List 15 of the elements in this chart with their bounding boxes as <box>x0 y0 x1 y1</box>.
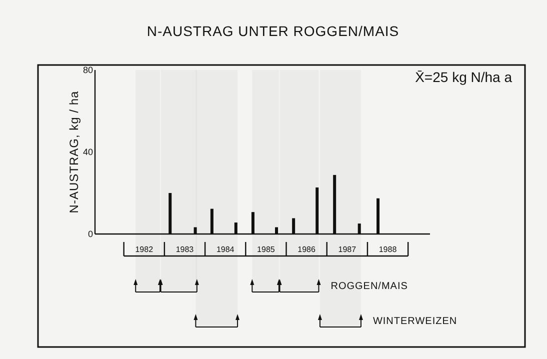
x-tick-label: 1982 <box>135 245 154 254</box>
annotation: X̄=25 kg N/ha a <box>415 69 512 85</box>
y-tick-label: 0 <box>88 229 93 239</box>
y-tick-label: 40 <box>82 147 93 157</box>
band-label: ROGGEN/MAIS <box>330 281 408 292</box>
x-tick-label: 1987 <box>338 245 357 254</box>
chart-title: N-AUSTRAG UNTER ROGGEN/MAIS <box>146 23 400 39</box>
y-tick-label: 80 <box>82 65 93 75</box>
band-label: WINTERWEIZEN <box>372 316 458 327</box>
x-tick-label: 1985 <box>257 245 276 254</box>
x-tick-label: 1986 <box>298 245 316 254</box>
x-tick-label: 1988 <box>378 245 398 254</box>
x-tick-label: 1983 <box>176 245 194 254</box>
y-axis-title: N-AUSTRAG, kg / ha <box>67 90 81 214</box>
x-tick-label: 1984 <box>216 245 235 254</box>
